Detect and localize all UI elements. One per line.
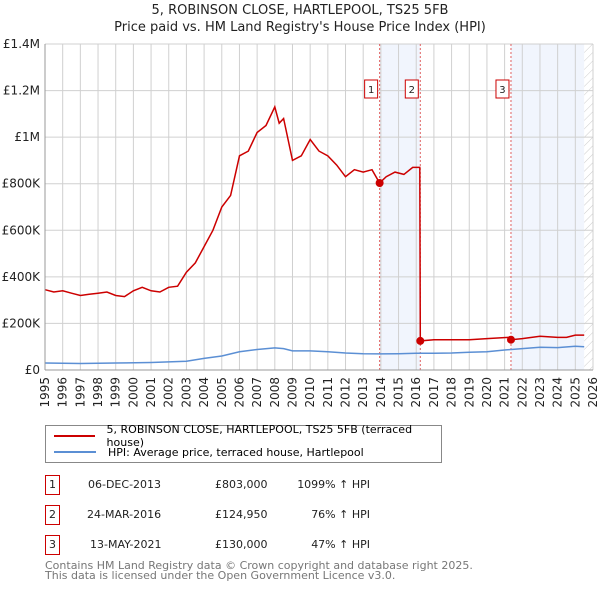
y-tick-label: £1M	[14, 130, 40, 144]
sale-point	[416, 336, 425, 345]
x-tick-label: 2023	[533, 377, 547, 408]
x-tick-label: 2002	[162, 377, 176, 408]
y-tick-label: £200K	[2, 316, 42, 330]
sale-marker-label: 1	[368, 85, 374, 96]
sale-hpi: 47% ↑ HPI	[311, 538, 370, 551]
y-tick-label: £800K	[2, 177, 42, 191]
x-tick-label: 2025	[568, 377, 582, 408]
x-tick-label: 1997	[73, 377, 87, 408]
sale-marker-box	[364, 79, 379, 99]
x-tick-label: 2012	[339, 377, 353, 408]
sale-marker-label: 3	[499, 85, 505, 96]
x-tick-label: 2008	[268, 377, 282, 408]
x-tick-label: 2011	[321, 377, 335, 408]
sale-date: 06-DEC-2013	[88, 478, 162, 491]
sale-badge: 2	[45, 505, 60, 525]
series-line	[44, 345, 585, 365]
sale-hpi: 76% ↑ HPI	[311, 508, 370, 521]
plot-area: 1995 1996 1997 1998 1999 2000 2001 2002 2003 2004…	[2, 37, 600, 408]
sale-date: 24-MAR-2016	[87, 508, 162, 521]
sale-badge: 1	[45, 475, 60, 495]
x-tick-label: 1999	[109, 377, 123, 408]
sale-point	[506, 335, 515, 344]
sale-price: £130,000	[215, 538, 268, 551]
y-tick-label: £1.2M	[3, 84, 40, 98]
x-tick-label: 1998	[91, 377, 105, 408]
y-tick-label: £600K	[2, 223, 42, 237]
sale-date: 13-MAY-2021	[90, 538, 162, 551]
sale-hpi: 1099% ↑ HPI	[297, 478, 370, 491]
x-tick-label: 1995	[38, 377, 52, 408]
x-tick-label: 2015	[392, 377, 406, 408]
x-tick-label: 2005	[215, 377, 229, 408]
legend-swatch-property	[54, 435, 95, 437]
x-tick-label: 2018	[445, 377, 459, 408]
sale-point	[375, 179, 384, 188]
y-tick-label: £0	[25, 363, 40, 377]
x-tick-label: 2026	[586, 377, 600, 408]
footer-licence: This data is licensed under the Open Gov…	[45, 569, 396, 582]
sale-row: 3 13-MAY-2021 £130,000 47% ↑ HPI	[45, 535, 445, 555]
x-tick-label: 2003	[179, 377, 193, 408]
x-tick-label: 2001	[144, 377, 158, 408]
x-tick-label: 2014	[374, 377, 388, 408]
sale-price: £803,000	[215, 478, 268, 491]
x-tick-label: 2010	[303, 377, 317, 408]
legend-label-hpi: HPI: Average price, terraced house, Hart…	[108, 445, 364, 459]
legend-swatch-hpi	[54, 451, 96, 453]
x-tick-label: 2016	[409, 377, 423, 408]
sale-row: 1 06-DEC-2013 £803,000 1099% ↑ HPI	[45, 475, 445, 495]
legend-label-property: 5, ROBINSON CLOSE, HARTLEPOOL, TS25 5FB …	[106, 423, 413, 449]
x-tick-label: 1996	[56, 377, 70, 408]
x-tick-label: 2019	[462, 377, 476, 408]
x-tick-label: 2021	[498, 377, 512, 408]
chart-subtitle: Price paid vs. HM Land Registry's House …	[114, 20, 486, 35]
x-tick-label: 2009	[285, 377, 299, 408]
sale-marker-label: 2	[409, 85, 415, 96]
sale-marker-box	[404, 79, 419, 99]
sale-marker-box	[495, 79, 510, 99]
sale-badge: 3	[45, 535, 60, 555]
x-tick-label: 2013	[356, 377, 370, 408]
shaded-period	[510, 44, 585, 370]
y-tick-label: £1.4M	[3, 37, 40, 51]
x-tick-label: 2022	[515, 377, 529, 408]
footer-copyright: Contains HM Land Registry data © Crown c…	[45, 559, 473, 572]
footer: Contains HM Land Registry data © Crown c…	[45, 559, 473, 582]
sale-row: 2 24-MAR-2016 £124,950 76% ↑ HPI	[45, 505, 445, 525]
x-tick-label: 2004	[197, 377, 211, 408]
y-tick-label: £400K	[2, 270, 42, 284]
x-tick-label: 2006	[232, 377, 246, 408]
x-tick-label: 2017	[427, 377, 441, 408]
chart-title: 5, ROBINSON CLOSE, HARTLEPOOL, TS25 5FB	[151, 3, 449, 18]
legend: 5, ROBINSON CLOSE, HARTLEPOOL, TS25 5FB …	[45, 423, 442, 463]
forecast-hatch	[584, 44, 593, 370]
series-line	[44, 104, 585, 342]
x-tick-label: 2020	[480, 377, 494, 408]
sale-price: £124,950	[215, 508, 268, 521]
x-tick-label: 2000	[126, 377, 140, 408]
x-tick-label: 2007	[250, 377, 264, 408]
x-tick-label: 2024	[551, 377, 565, 408]
